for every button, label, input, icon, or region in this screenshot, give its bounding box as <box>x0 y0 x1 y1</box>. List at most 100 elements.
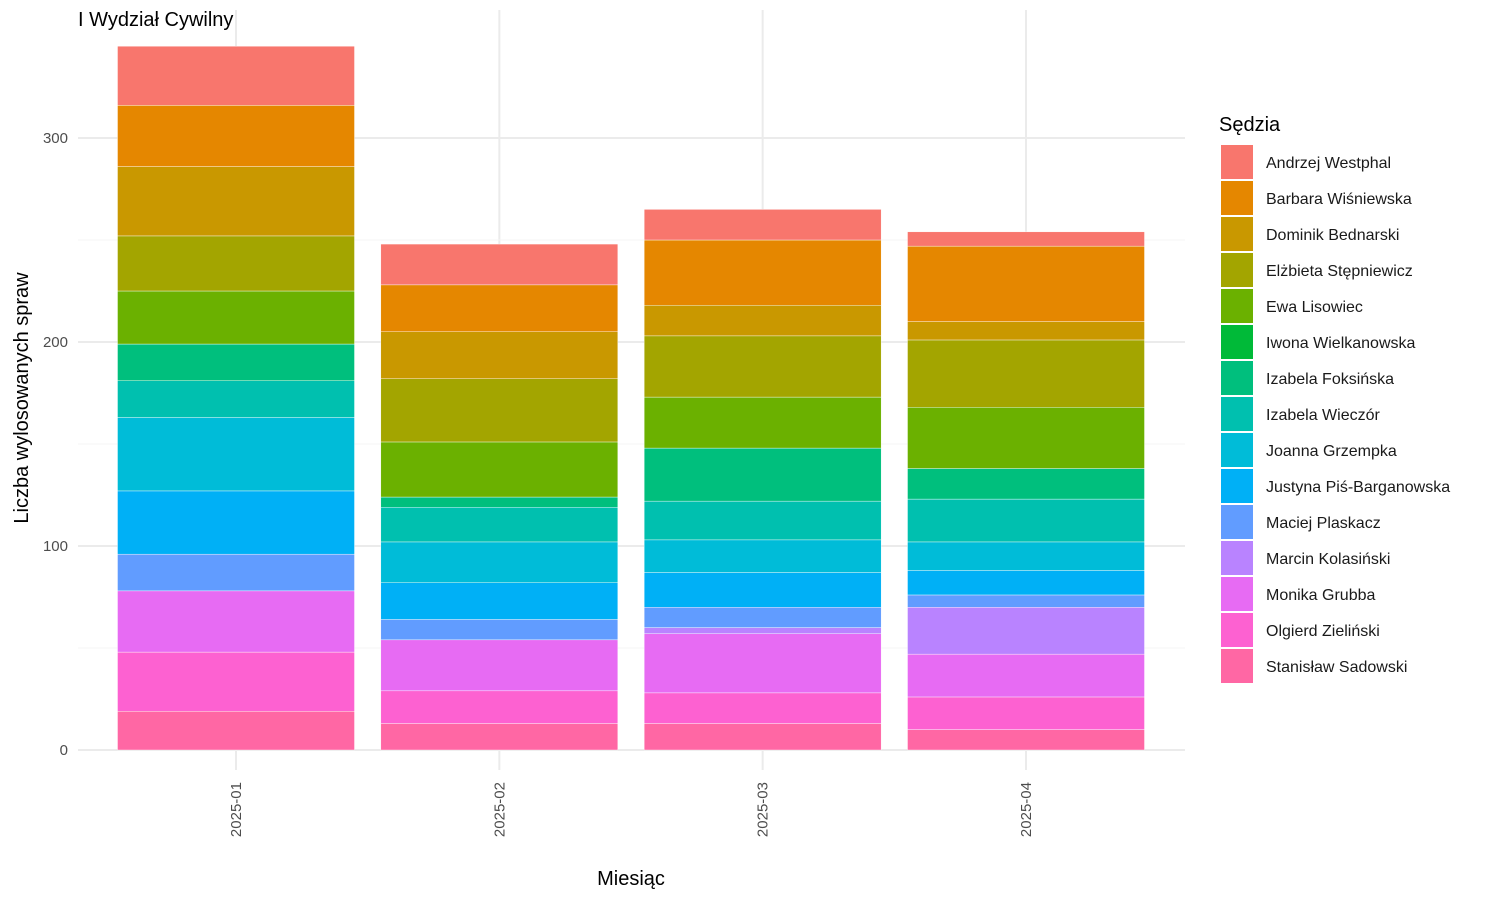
bar-segment <box>380 243 619 286</box>
y-tick-label: 200 <box>43 334 68 351</box>
bar-segment <box>117 417 355 492</box>
legend-label: Elżbieta Stępniewicz <box>1266 263 1413 280</box>
bar-segment <box>380 441 619 498</box>
bar-segment <box>907 696 1145 730</box>
bar-segment <box>117 490 355 555</box>
bar-segment <box>117 105 355 167</box>
legend-label: Marcin Kolasiński <box>1266 551 1390 568</box>
legend-label: Joanna Grzempka <box>1266 443 1397 460</box>
bar-segment <box>907 321 1145 341</box>
bar-segment <box>643 335 882 398</box>
legend-swatch <box>1221 541 1253 575</box>
bar-segment <box>117 290 355 345</box>
legend-label: Izabela Wieczór <box>1266 407 1380 424</box>
legend-swatch <box>1221 469 1253 503</box>
x-tick-label: 2025-01 <box>228 782 245 837</box>
bar-segment <box>380 639 619 692</box>
legend-label: Maciej Plaskacz <box>1266 515 1381 532</box>
legend: Sędzia Andrzej Westphal Barbara Wiśniewsk… <box>1219 114 1450 683</box>
x-tick-label: 2025-02 <box>491 782 508 837</box>
legend-swatch <box>1221 289 1253 323</box>
x-axis-ticks: 2025-01 2025-02 2025-03 2025-04 <box>228 782 1035 837</box>
legend-swatch <box>1221 397 1253 431</box>
y-tick-label: 0 <box>60 742 68 759</box>
bar-segment <box>907 245 1145 322</box>
bar-segment <box>643 692 882 724</box>
bar-segment <box>907 468 1145 500</box>
bar-segment <box>380 541 619 583</box>
bar-segment <box>117 46 355 106</box>
legend-label: Justyna Piś-Barganowska <box>1266 479 1450 496</box>
bar-segment <box>643 305 882 337</box>
bar-segment <box>380 507 619 543</box>
bar-segment <box>643 239 882 306</box>
bar-segment <box>643 607 882 628</box>
y-axis-title: Liczba wylosowanych spraw <box>11 272 33 524</box>
legend-swatch <box>1221 433 1253 467</box>
legend-swatch <box>1221 649 1253 683</box>
legend-swatch <box>1221 325 1253 359</box>
bar-segment <box>380 582 619 620</box>
bar-segment <box>907 653 1145 698</box>
bar-segment <box>907 594 1145 608</box>
bar-segment <box>643 723 882 751</box>
bar-segment <box>117 166 355 237</box>
legend-swatch <box>1221 181 1253 215</box>
bar-segment <box>380 690 619 724</box>
bar-segment <box>643 500 882 541</box>
y-tick-label: 100 <box>43 538 68 555</box>
legend-label: Dominik Bednarski <box>1266 227 1399 244</box>
legend-swatch <box>1221 505 1253 539</box>
bar-segment <box>907 729 1145 751</box>
y-tick-label: 300 <box>43 130 68 147</box>
legend-label: Stanisław Sadowski <box>1266 659 1407 676</box>
bar-segment <box>380 378 619 443</box>
bar-segment <box>117 380 355 418</box>
bars <box>117 46 1145 751</box>
bar-segment <box>117 553 355 592</box>
bar-segment <box>907 570 1145 596</box>
bar-segment <box>643 539 882 573</box>
bar-segment <box>380 284 619 333</box>
legend-swatch <box>1221 577 1253 611</box>
bar-segment <box>907 339 1145 408</box>
bar-segment <box>117 343 355 381</box>
x-axis-title: Miesiąc <box>597 868 665 890</box>
bar-segment <box>907 541 1145 571</box>
x-tick-label: 2025-04 <box>1018 782 1035 837</box>
legend-label: Monika Grubba <box>1266 587 1375 604</box>
legend-label: Andrzej Westphal <box>1266 155 1391 172</box>
bar-segment <box>643 396 882 449</box>
legend-swatch <box>1221 217 1253 251</box>
legend-swatch <box>1221 253 1253 287</box>
bar-segment <box>907 498 1145 543</box>
bar-segment <box>380 496 619 508</box>
bar-segment <box>380 723 619 751</box>
y-axis-ticks: 0 100 200 300 <box>43 130 68 759</box>
legend-swatch <box>1221 145 1253 179</box>
bar-segment <box>117 590 355 653</box>
legend-label: Olgierd Zieliński <box>1266 623 1380 640</box>
bar-segment <box>117 235 355 292</box>
legend-swatch <box>1221 361 1253 395</box>
legend-title: Sędzia <box>1219 114 1281 136</box>
bar-segment <box>380 331 619 379</box>
bar-segment <box>643 447 882 502</box>
bar-segment <box>643 209 882 241</box>
bar-segment <box>117 711 355 751</box>
chart-title: I Wydział Cywilny <box>78 9 233 31</box>
legend-label: Izabela Foksińska <box>1266 371 1394 388</box>
legend-label: Barbara Wiśniewska <box>1266 191 1412 208</box>
legend-label: Ewa Lisowiec <box>1266 299 1363 316</box>
bar-segment <box>380 619 619 641</box>
bar-segment <box>907 607 1145 655</box>
legend-swatch <box>1221 613 1253 647</box>
legend-label: Iwona Wielkanowska <box>1266 335 1416 352</box>
bar-segment <box>643 627 882 634</box>
bar-segment <box>907 407 1145 469</box>
x-tick-label: 2025-03 <box>755 782 772 837</box>
bar-segment <box>117 651 355 712</box>
bar-segment <box>907 231 1145 247</box>
bar-segment <box>643 572 882 608</box>
